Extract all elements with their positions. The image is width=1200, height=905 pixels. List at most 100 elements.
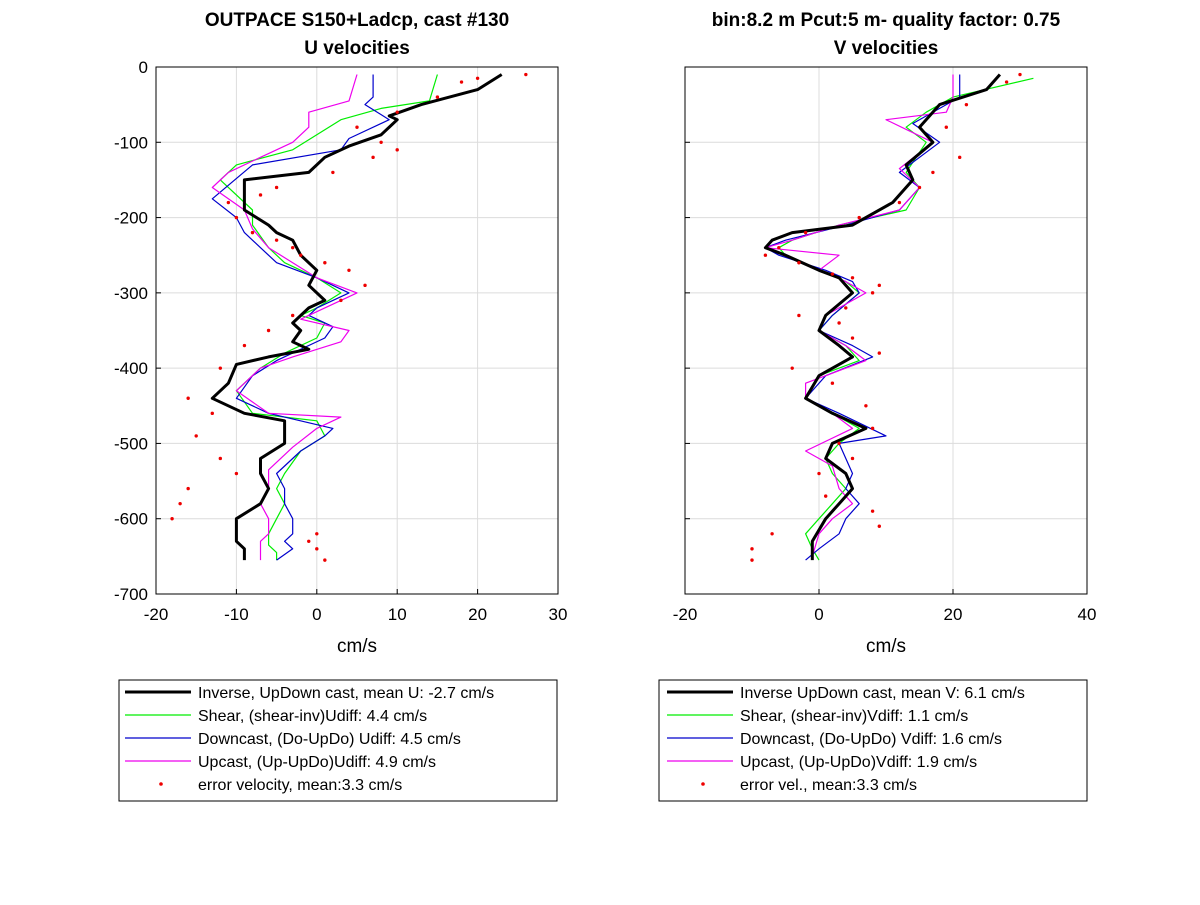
error-velocity-point [958, 155, 962, 160]
x-tick-label: 0 [814, 605, 823, 624]
error-velocity-point [170, 517, 174, 521]
error-velocity-point [226, 200, 231, 205]
error-velocity-point [339, 298, 343, 303]
chart-title-right: bin:8.2 m Pcut:5 m- quality factor: 0.75 [712, 10, 1061, 31]
legend-left: Inverse, UpDown cast, mean U: -2.7 cm/s S… [118, 679, 558, 802]
error-velocity-point [844, 306, 848, 310]
error-velocity-point [944, 125, 948, 129]
error-velocity-point [931, 170, 935, 175]
error-velocity-point [266, 328, 271, 333]
v-velocity-panel: bin:8.2 m Pcut:5 m- quality factor: 0.75… [673, 10, 1097, 657]
u-velocity-panel: OUTPACE S150+Ladcp, cast #130 U velociti… [114, 10, 567, 657]
error-velocity-point [323, 558, 327, 562]
error-velocity-point [850, 456, 855, 461]
error-velocity-point [242, 343, 247, 348]
series-line-series-1 [219, 74, 438, 561]
error-velocity-point [307, 539, 311, 543]
error-velocity-point [1018, 72, 1022, 77]
x-axis-label-left: cm/s [337, 636, 377, 657]
error-velocity-point [797, 261, 801, 265]
legend-right: Inverse UpDown cast, mean V: 6.1 cm/s She… [658, 679, 1088, 802]
error-velocity-point [897, 200, 902, 205]
y-tick-label: -300 [114, 284, 148, 303]
error-velocity-point [258, 193, 263, 197]
error-velocity-point [395, 148, 399, 152]
series-line-inverse [210, 73, 503, 561]
grid-right [684, 66, 1088, 595]
error-velocity-point [323, 261, 327, 265]
error-velocity-point [371, 155, 375, 160]
error-velocity-point [395, 110, 399, 114]
error-velocity-point [274, 185, 279, 190]
series-line-series-2 [764, 74, 961, 561]
error-velocity-point [917, 185, 922, 190]
error-velocity-point [186, 396, 190, 400]
error-velocity-point [363, 283, 367, 288]
error-velocity-point [857, 215, 861, 220]
error-velocity-point [803, 230, 808, 235]
series-line-inverse [763, 73, 1002, 561]
error-velocity-point [290, 313, 295, 318]
x-tick-label: -20 [144, 605, 169, 624]
x-tick-label: 0 [312, 605, 321, 624]
error-velocity-point [837, 321, 841, 325]
error-velocity-point [870, 509, 875, 513]
error-velocity-point [877, 351, 881, 355]
error-velocity-point [1004, 80, 1009, 84]
error-velocity-point [435, 95, 440, 99]
error-velocity-point [830, 381, 835, 385]
series-line-series-3 [764, 74, 954, 557]
error-velocity-point [315, 532, 319, 536]
error-velocity-point [274, 238, 279, 242]
error-velocity-point [347, 268, 351, 272]
error-velocity-point [797, 313, 801, 318]
legend-entry-label: Shear, (shear-inv)Vdiff: 1.1 cm/s [740, 708, 968, 725]
legend-entry-label: Downcast, (Do-UpDo) Udiff: 4.5 cm/s [198, 731, 461, 748]
error-velocity-point [817, 471, 821, 476]
chart-subtitle-left: U velocities [304, 38, 410, 59]
legend-box-left [118, 679, 558, 802]
error-velocity-point [870, 291, 875, 295]
error-velocity-point [964, 102, 969, 107]
error-velocity-point [864, 404, 868, 408]
legend-marker-error-velocity [159, 782, 163, 786]
error-velocity-point [837, 441, 841, 446]
error-velocity-point [210, 411, 214, 416]
plot-area-left [170, 72, 528, 562]
error-velocity-point [290, 245, 295, 250]
legend-entry-label: error velocity, mean:3.3 cm/s [198, 777, 402, 794]
chart-title-left: OUTPACE S150+Ladcp, cast #130 [205, 10, 509, 31]
error-velocity-point [250, 230, 255, 235]
legend-marker-error-velocity [701, 782, 705, 786]
error-velocity-point [763, 253, 768, 257]
error-velocity-point [331, 170, 335, 175]
x-axis-label-right: cm/s [866, 636, 906, 657]
error-velocity-point [777, 245, 781, 250]
error-velocity-point [877, 524, 881, 528]
y-tick-label: -600 [114, 510, 148, 529]
legend-entry-label: Upcast, (Up-UpDo)Vdiff: 1.9 cm/s [740, 754, 977, 771]
error-velocity-point [770, 532, 774, 536]
error-velocity-point [877, 283, 881, 288]
y-tick-label: 0 [139, 58, 148, 77]
error-velocity-point [750, 558, 754, 562]
axes-frame-left [155, 66, 559, 595]
error-velocity-point [315, 547, 319, 551]
error-velocity-point [299, 253, 303, 257]
error-velocity-point [830, 272, 835, 276]
legend-entry-label: Inverse, UpDown cast, mean U: -2.7 cm/s [198, 685, 494, 702]
y-tick-label: -200 [114, 209, 148, 228]
error-velocity-point [850, 276, 855, 280]
y-tick-label: -500 [114, 434, 148, 453]
x-tick-label: 20 [468, 605, 487, 624]
error-velocity-point [824, 494, 828, 498]
error-velocity-point [459, 80, 464, 84]
x-tick-label: 20 [944, 605, 963, 624]
error-velocity-point [234, 471, 239, 476]
tick-labels-right: -20 0 20 40 [673, 605, 1097, 624]
error-velocity-point [870, 426, 875, 431]
error-velocity-point [355, 125, 359, 129]
error-velocity-point [234, 215, 239, 220]
error-velocity-point [850, 336, 855, 340]
